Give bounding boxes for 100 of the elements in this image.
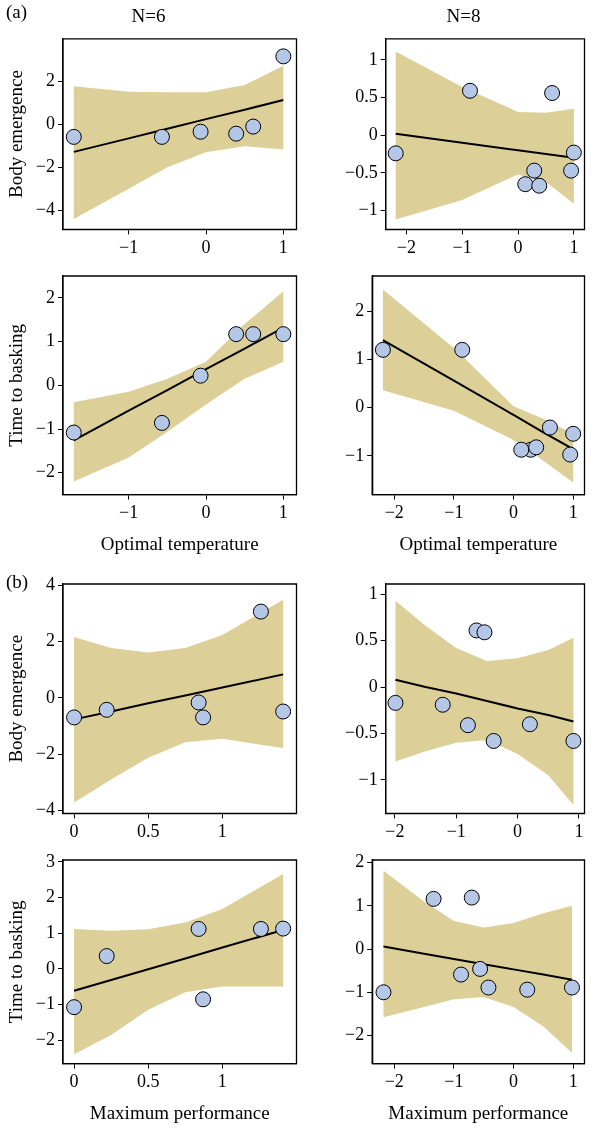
y-tick-label: 1	[368, 582, 378, 603]
point	[387, 145, 404, 162]
point	[485, 732, 502, 749]
x-tick-label: −1	[119, 502, 139, 523]
y-tick-label: −2	[35, 1029, 55, 1050]
x-axis-title: Maximum performance	[388, 1101, 569, 1123]
x-tick-label: 0	[513, 236, 523, 257]
text: (a)	[6, 1, 28, 24]
point	[562, 446, 579, 463]
point	[453, 966, 470, 983]
point	[228, 326, 245, 343]
y-axis-title: Time to basking	[5, 899, 27, 1024]
y-tick-label: −1	[35, 993, 55, 1014]
x-tick-label: 1	[217, 820, 227, 841]
y-tick-label: 2	[45, 630, 55, 651]
chart-title: N=8	[446, 5, 481, 27]
point	[476, 624, 493, 641]
x-tick-label: −2	[384, 1071, 404, 1092]
point	[228, 125, 245, 142]
y-tick-label: −1	[358, 199, 378, 220]
x-tick-label: 0	[69, 820, 79, 841]
x-tick-label: 0.5	[136, 1071, 160, 1092]
point	[153, 128, 170, 145]
y-tick-label: −2	[35, 743, 55, 764]
x-tick-label: −2	[385, 820, 405, 841]
point	[387, 694, 404, 711]
point	[565, 732, 582, 749]
point	[463, 889, 480, 906]
point	[65, 424, 82, 441]
x-tick-label: 1	[569, 236, 579, 257]
chart-title: N=6	[131, 5, 166, 27]
y-tick-label: 1	[355, 894, 365, 915]
y-tick-label: 0	[45, 374, 55, 395]
point	[252, 920, 269, 937]
point	[245, 118, 262, 135]
y-tick-label: 0	[368, 675, 378, 696]
point	[517, 176, 534, 193]
y-tick-label: 2	[45, 70, 55, 91]
y-tick-label: −0.5	[345, 722, 378, 743]
point	[528, 439, 545, 456]
x-tick-label: 1	[278, 236, 288, 257]
y-tick-label: 0.5	[355, 629, 378, 650]
y-tick-label: 0	[355, 396, 365, 417]
point	[472, 960, 489, 977]
y-tick-label: −1	[345, 444, 365, 465]
y-tick-label: 1	[368, 48, 378, 69]
point	[275, 703, 292, 720]
y-tick-label: 1	[45, 921, 55, 942]
y-tick-label: 2	[355, 299, 365, 320]
point	[190, 694, 207, 711]
point	[275, 920, 292, 937]
x-tick-label: −1	[444, 502, 464, 523]
y-tick-label: 2	[45, 286, 55, 307]
point	[153, 414, 170, 431]
x-axis-title: Maximum performance	[89, 1101, 270, 1123]
point	[374, 341, 391, 358]
point	[98, 701, 115, 718]
y-tick-label: 0	[368, 123, 378, 144]
y-tick-label: 0	[45, 686, 55, 707]
point	[544, 85, 561, 102]
x-tick-label: −1	[446, 820, 466, 841]
point	[565, 425, 582, 442]
text: (b)	[6, 571, 29, 594]
point	[513, 441, 530, 458]
x-tick-label: 0	[201, 236, 211, 257]
point	[65, 128, 82, 145]
point	[98, 948, 115, 965]
point	[531, 177, 548, 194]
point	[275, 48, 292, 65]
point	[563, 162, 580, 179]
x-tick-label: 0	[509, 502, 519, 523]
x-tick-label: 0.5	[136, 820, 160, 841]
y-tick-label: 2	[45, 886, 55, 907]
y-tick-label: 1	[355, 348, 365, 369]
x-tick-label: 0	[513, 820, 523, 841]
y-tick-label: 2	[355, 851, 365, 872]
point	[521, 716, 538, 733]
x-tick-label: 1	[278, 502, 288, 523]
x-tick-label: −2	[396, 236, 416, 257]
point	[245, 326, 262, 343]
y-tick-label: −2	[35, 461, 55, 482]
point	[66, 709, 83, 726]
y-tick-label: −1	[35, 417, 55, 438]
point	[480, 979, 497, 996]
point	[195, 709, 212, 726]
point	[195, 991, 212, 1008]
y-tick-label: −2	[345, 1024, 365, 1045]
point	[563, 979, 580, 996]
x-tick-label: 1	[574, 820, 584, 841]
point	[526, 162, 543, 179]
y-axis-title: Body emergence	[5, 634, 27, 763]
point	[565, 144, 582, 161]
y-tick-label: 3	[45, 850, 55, 871]
point	[252, 603, 269, 620]
y-tick-label: 0	[45, 113, 55, 134]
y-tick-label: −0.5	[345, 161, 378, 182]
point	[190, 920, 207, 937]
x-axis-title: Optimal temperature	[100, 532, 259, 554]
y-tick-label: 0.5	[355, 86, 378, 107]
y-tick-label: −4	[35, 198, 55, 219]
